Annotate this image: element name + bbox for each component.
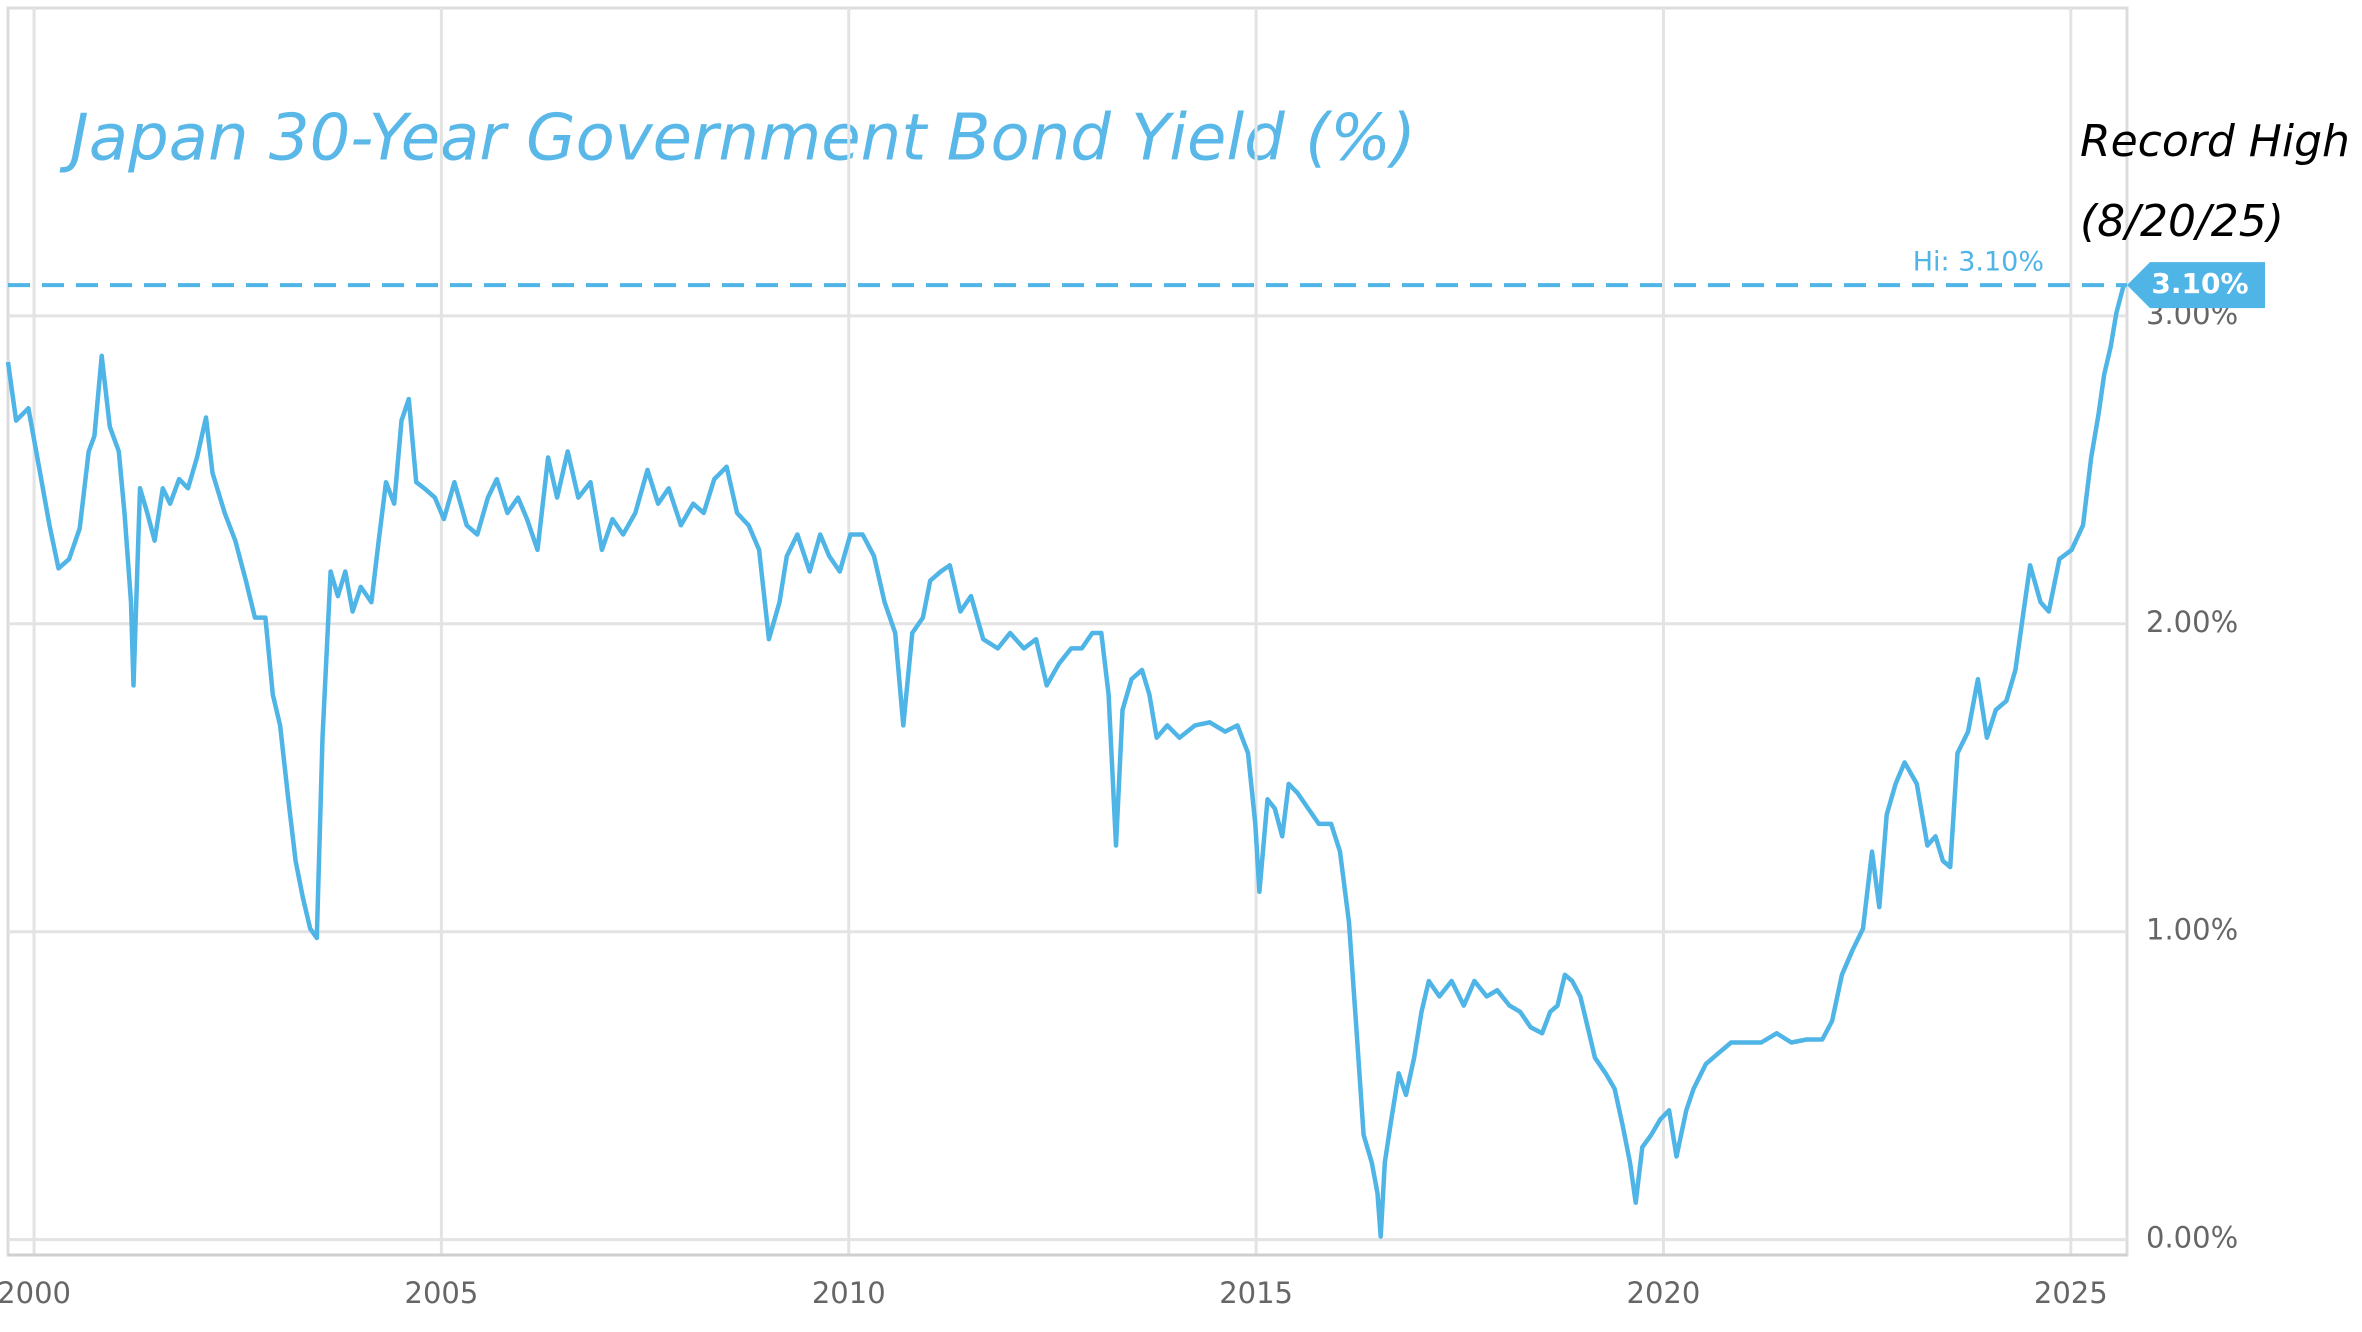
x-tick-label: 2005: [405, 1276, 479, 1310]
x-tick-label: 2010: [812, 1276, 886, 1310]
x-tick-label: 2015: [1219, 1276, 1293, 1310]
annotation: Record High: [2080, 116, 2350, 167]
y-tick-label: 1.00%: [2146, 913, 2238, 947]
last-value-tag: [2127, 262, 2265, 309]
hi-label: Hi: 3.10%: [1913, 247, 2044, 278]
annotation: (8/20/25): [2080, 196, 2284, 247]
last-value-label: 3.10%: [2151, 267, 2248, 300]
y-tick-label: 0.00%: [2146, 1221, 2238, 1255]
x-tick-label: 2000: [0, 1276, 71, 1310]
plot-frame: [6, 6, 2129, 1257]
chart-title: Japan 30-Year Government Bond Yield (%): [59, 102, 1416, 176]
x-tick-label: 2025: [2034, 1276, 2108, 1310]
data-line: [5, 284, 2126, 1239]
y-tick-label: 2.00%: [2146, 605, 2238, 639]
x-tick-label: 2020: [1627, 1276, 1701, 1310]
